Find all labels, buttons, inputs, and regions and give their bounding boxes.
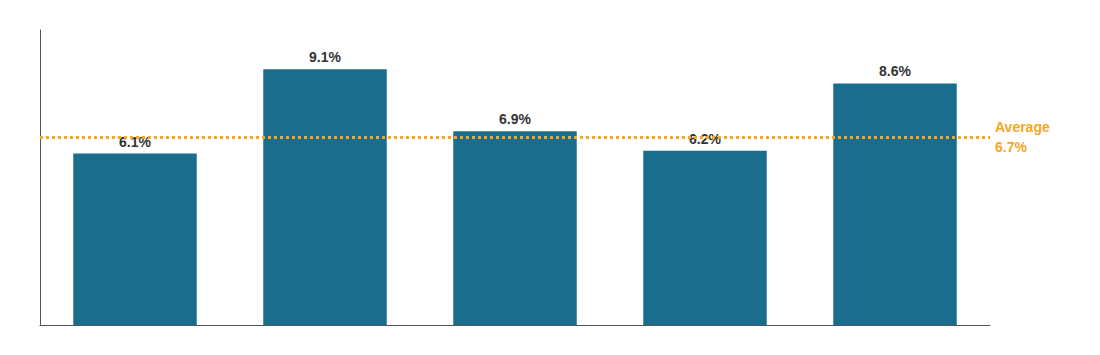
svg-text:6.9%: 6.9% <box>499 111 531 127</box>
svg-text:6.2%: 6.2% <box>689 131 721 147</box>
svg-text:Average: Average <box>995 119 1050 135</box>
svg-text:9.1%: 9.1% <box>309 49 341 65</box>
svg-text:6.7%: 6.7% <box>995 139 1027 155</box>
svg-text:8.6%: 8.6% <box>879 63 911 79</box>
svg-text:6.1%: 6.1% <box>119 134 151 150</box>
